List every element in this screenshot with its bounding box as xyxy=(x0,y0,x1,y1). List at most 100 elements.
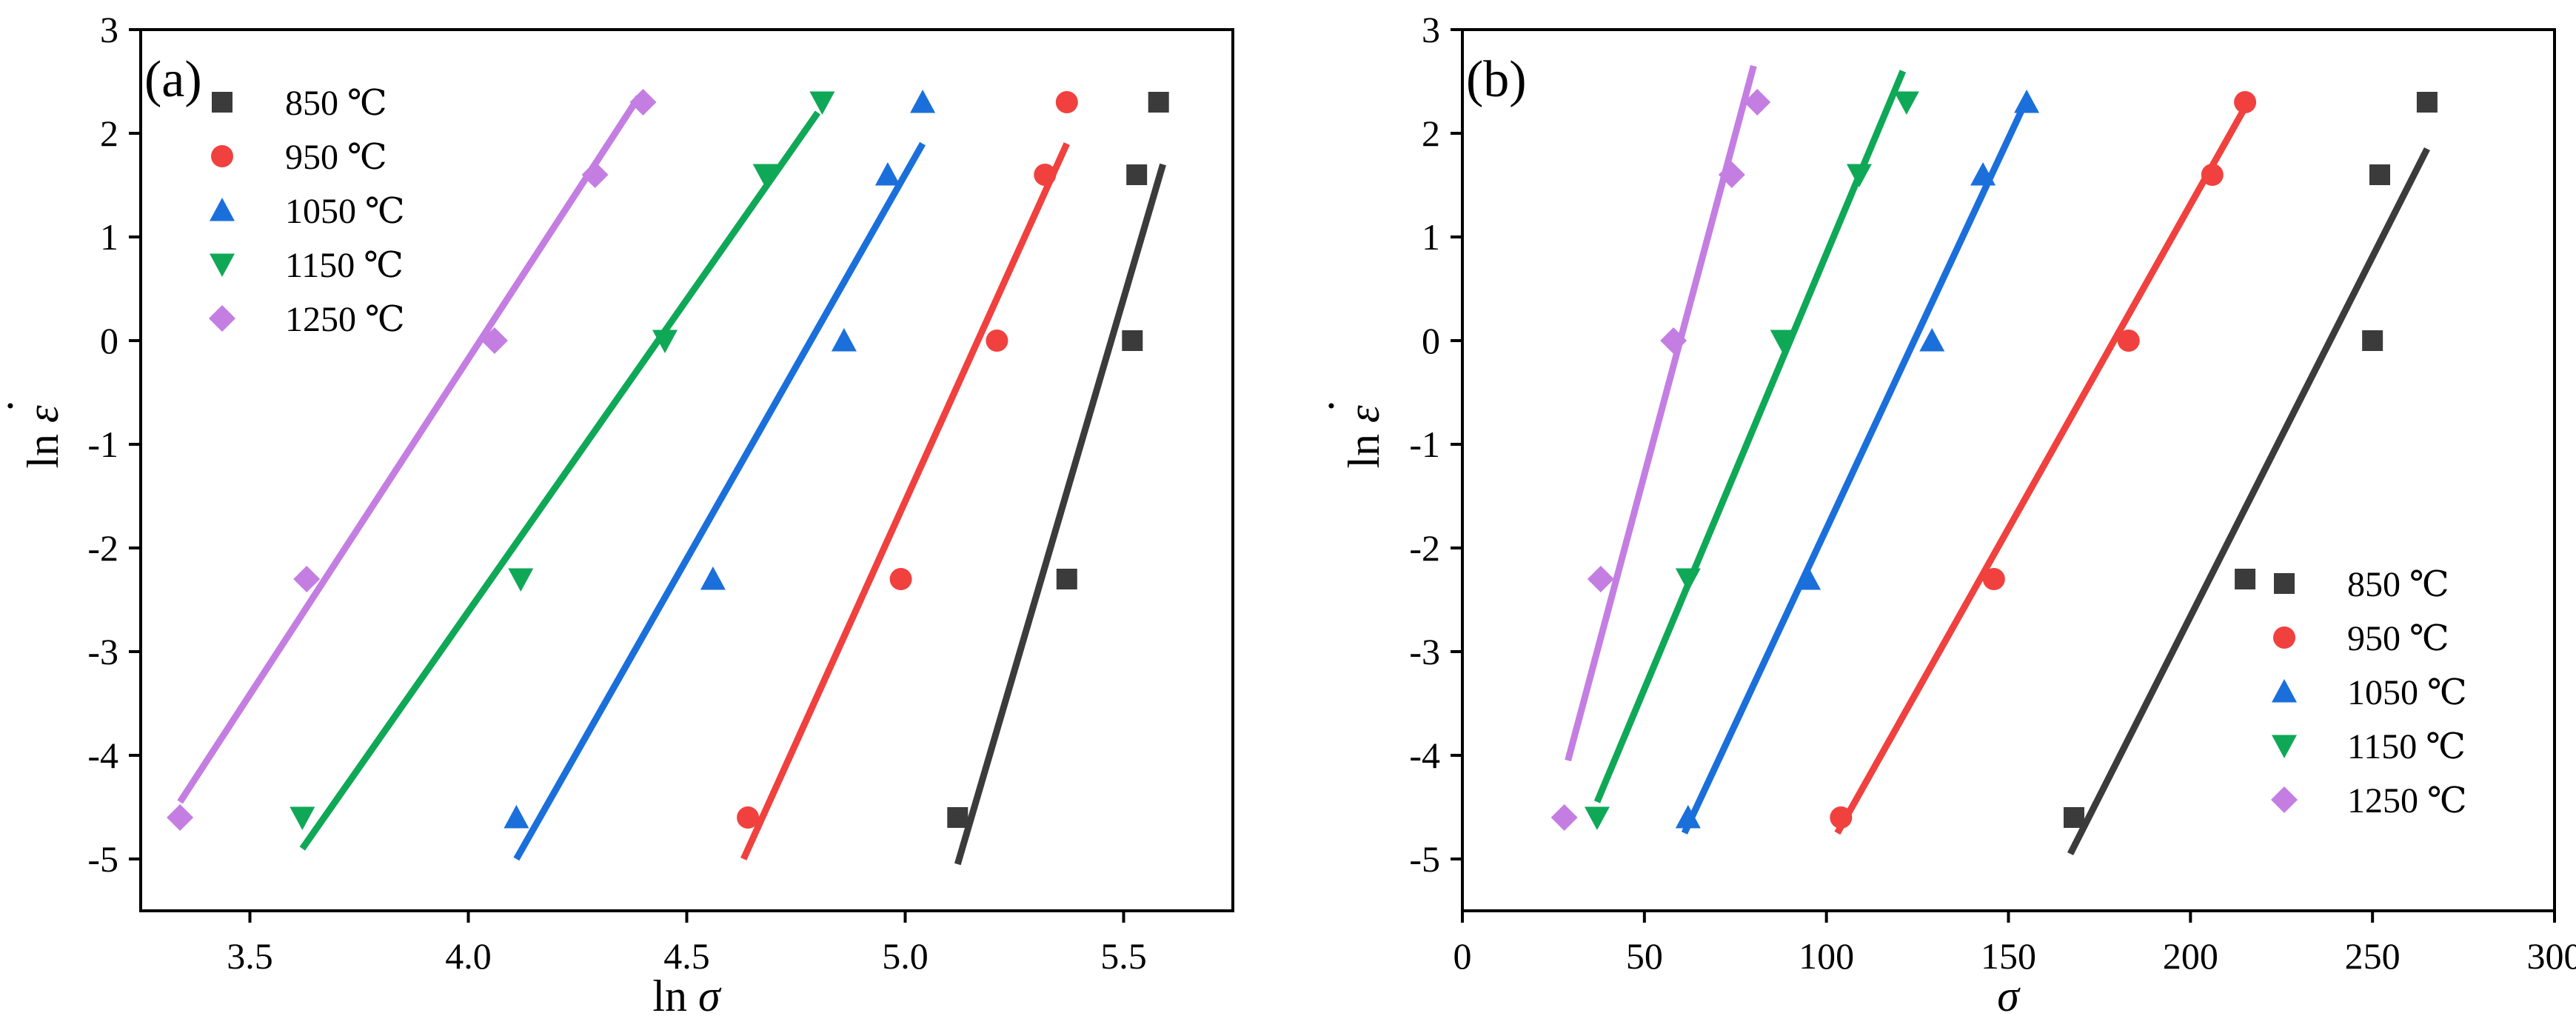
data-point xyxy=(2416,92,2438,113)
data-point xyxy=(2362,330,2383,351)
y-tick-label: 1 xyxy=(1422,216,1440,258)
data-point xyxy=(831,328,857,352)
legend-label: 850 ℃ xyxy=(285,84,387,123)
data-point xyxy=(2064,807,2084,828)
data-point xyxy=(1587,566,1614,592)
x-tick-label: 4.5 xyxy=(663,935,710,977)
data-point xyxy=(1970,162,1996,186)
data-point xyxy=(700,566,726,590)
data-point xyxy=(2014,90,2040,113)
x-tick-label: 100 xyxy=(1799,935,1854,977)
y-axis-label-text: ln ε xyxy=(1339,405,1388,469)
x-tick-label: 0 xyxy=(1453,935,1472,977)
y-axis-label-accent: · xyxy=(0,398,35,413)
x-tick-label: 200 xyxy=(2163,935,2218,977)
fit-line xyxy=(740,142,1070,860)
data-point xyxy=(1034,164,1057,186)
legend: 850 ℃ 950 ℃ 1050 ℃ 1150 ℃ 1250 ℃ xyxy=(209,84,405,339)
y-axis-label-text: ln ε xyxy=(19,405,67,469)
data-point xyxy=(809,91,835,115)
chart-panel-b: 0 50 100 150 200 250 300 3 2 1 0 -1 -2 -3 -4 -5 (b) 850 ℃… xyxy=(1307,9,2576,1020)
x-tick-label: 5.5 xyxy=(1100,935,1147,977)
legend-marker xyxy=(210,198,235,221)
legend-marker xyxy=(2272,679,2297,703)
x-tick-label: 150 xyxy=(1981,935,2036,977)
panel-label: (b) xyxy=(1466,51,1527,108)
data-point xyxy=(1770,330,1796,353)
chart-panel-a: 3.5 4.0 4.5 5.0 5.5 3 2 1 0 -1 -2 -3 -4 -5 (a) 850 ℃ 950… xyxy=(0,9,1234,1020)
y-tick-label: -4 xyxy=(87,735,118,776)
y-tick-label: -2 xyxy=(87,527,118,569)
y-tick-label: -3 xyxy=(87,631,118,672)
data-point xyxy=(652,330,678,353)
y-tick-label: 2 xyxy=(100,113,118,154)
y-tick-label: 1 xyxy=(100,216,118,258)
plot-frame xyxy=(1461,28,2556,912)
data-point xyxy=(1796,566,1821,590)
data-point xyxy=(1660,327,1687,354)
data-point xyxy=(504,805,529,829)
data-point xyxy=(2369,164,2390,185)
data-point xyxy=(1122,330,1143,351)
data-point xyxy=(167,804,194,831)
legend-label: 1250 ℃ xyxy=(2347,781,2467,820)
panel-label: (a) xyxy=(144,51,202,108)
data-point xyxy=(629,89,657,116)
data-point xyxy=(290,806,315,830)
legend-label: 1050 ℃ xyxy=(2347,673,2467,712)
y-tick-label: -5 xyxy=(87,838,118,880)
x-tick-label: 250 xyxy=(2345,935,2401,977)
data-point xyxy=(581,161,609,188)
fit-line xyxy=(2067,147,2430,856)
legend-marker xyxy=(211,145,233,167)
x-axis-label: ln σ xyxy=(652,972,722,1020)
data-point xyxy=(947,807,968,828)
fit-line xyxy=(513,141,926,861)
fit-line xyxy=(299,110,821,851)
x-tick-label: 5.0 xyxy=(882,935,929,977)
y-axis-label-accent: · xyxy=(1307,398,1356,413)
y-tick-label: -2 xyxy=(1409,527,1440,569)
data-point xyxy=(874,162,900,186)
data-point xyxy=(2201,164,2224,186)
y-tick-label: -4 xyxy=(1409,735,1440,776)
fit-line xyxy=(1681,106,2027,835)
legend-label: 1150 ℃ xyxy=(285,246,404,285)
data-point xyxy=(986,330,1008,352)
y-axis-label: ln ε· xyxy=(1307,398,1388,469)
x-tick-label: 3.5 xyxy=(227,935,273,977)
y-tick-label: 0 xyxy=(1422,320,1440,361)
data-point xyxy=(293,566,321,592)
x-tick-label: 50 xyxy=(1626,935,1663,977)
data-point xyxy=(910,90,936,113)
x-tick-label: 4.0 xyxy=(445,935,492,977)
legend-label: 950 ℃ xyxy=(2347,619,2449,658)
y-tick-label: 2 xyxy=(1422,113,1440,154)
legend-marker xyxy=(2272,735,2297,758)
x-axis-label: σ xyxy=(1997,972,2021,1020)
data-point xyxy=(1550,804,1578,831)
data-point xyxy=(1830,806,1853,829)
legend-marker xyxy=(2271,786,2298,813)
legend-marker xyxy=(209,305,235,332)
fit-line xyxy=(1834,105,2249,835)
data-point xyxy=(1718,161,1745,188)
data-point xyxy=(481,327,508,354)
data-point xyxy=(1675,568,1701,592)
y-tick-label: 3 xyxy=(1422,9,1440,50)
legend-label: 850 ℃ xyxy=(2347,565,2449,604)
legend-marker xyxy=(210,253,235,277)
legend-label: 1250 ℃ xyxy=(285,300,405,339)
data-point xyxy=(1893,91,1919,115)
data-point xyxy=(2117,330,2140,352)
data-point xyxy=(1744,89,1771,116)
fit-line xyxy=(177,95,642,804)
y-tick-label: -1 xyxy=(87,424,118,465)
y-tick-label: 0 xyxy=(100,320,118,361)
data-point xyxy=(752,164,778,187)
data-point xyxy=(1148,92,1169,113)
x-tick-label: 300 xyxy=(2527,935,2576,977)
y-tick-label: -1 xyxy=(1409,424,1440,465)
fit-line xyxy=(1593,70,1907,803)
